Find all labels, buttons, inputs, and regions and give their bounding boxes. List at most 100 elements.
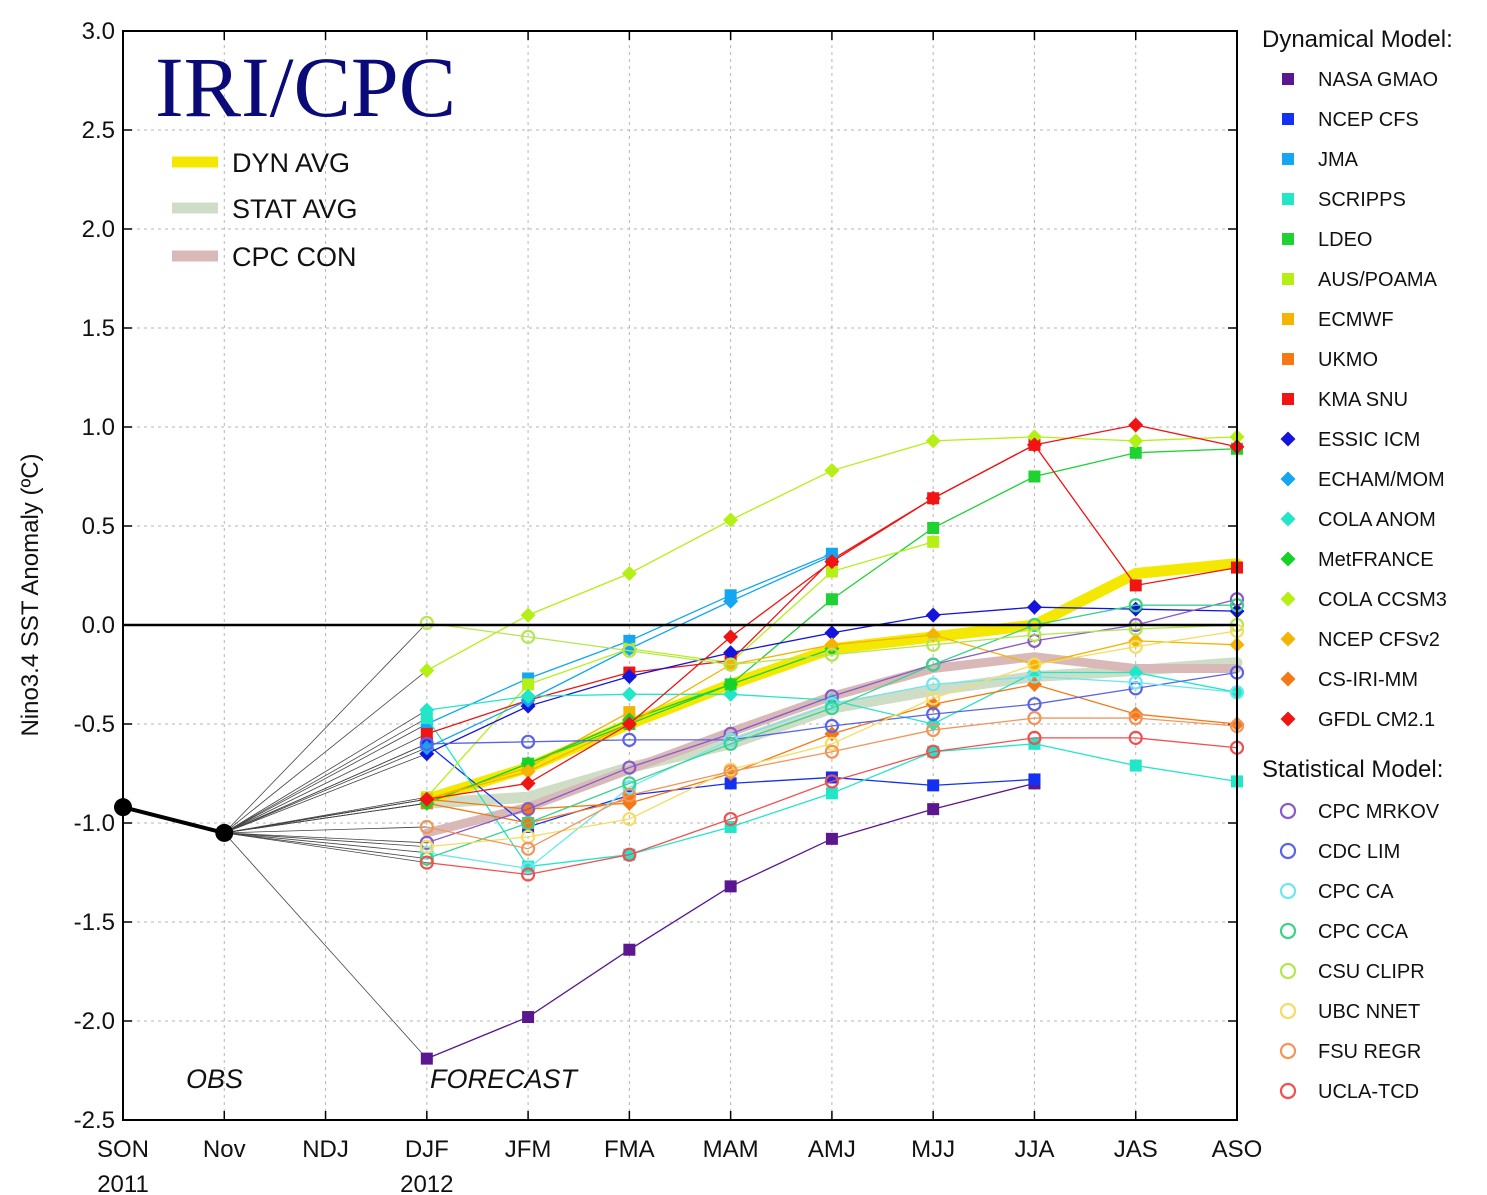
x-tick-label: JFM — [505, 1136, 552, 1163]
legend-label-cpc-cca: CPC CCA — [1318, 921, 1409, 943]
data-point-cola-ccsm3 — [925, 433, 941, 449]
data-point-nasa-gmao — [420, 1052, 433, 1065]
legend-marker-ukmo — [1282, 353, 1294, 365]
data-point-cpc-ca — [926, 677, 941, 692]
data-point-cdc-lim — [419, 736, 434, 751]
data-point-scripps — [420, 712, 433, 725]
data-point-cola-ccsm3 — [621, 566, 637, 582]
data-point-ncep-cfsv2 — [925, 627, 941, 643]
data-point-gfdl-cm2-1 — [520, 775, 536, 791]
legend-marker-jma — [1282, 153, 1294, 165]
legend-marker-cpc-mrkov — [1279, 802, 1297, 820]
x-tick-label: JJA — [1014, 1136, 1054, 1163]
annotation-obs: OBS — [186, 1064, 243, 1094]
legend-label-cpc-mrkov: CPC MRKOV — [1318, 801, 1440, 823]
data-point-cpc-mrkov — [419, 835, 434, 850]
data-point-cpc-cca — [1128, 598, 1143, 613]
y-tick-label: 2.0 — [82, 216, 115, 243]
data-point-ucla-tcd — [824, 774, 840, 789]
series-ldeo — [420, 442, 1243, 810]
legend-label-cs-iri-mm: CS-IRI-MM — [1318, 669, 1418, 691]
connector-essic-icm — [224, 753, 427, 834]
data-point-cpc-cca — [520, 815, 536, 831]
data-point-cpc-cca — [824, 701, 840, 716]
data-point-kma-snu — [420, 727, 433, 740]
x-tick-label: AMJ — [808, 1136, 856, 1163]
data-point-ubc-nnet — [419, 839, 434, 854]
connector-echam-mom — [224, 747, 427, 834]
y-axis: 3.0 2.5 2.0 1.5 1.0 0.5 0.0 -0.5 -1.0 -1.5 -2.0 -2.… — [74, 18, 1237, 1134]
data-point-echam-mom — [723, 593, 739, 609]
data-point-ncep-cfs — [1028, 773, 1041, 786]
data-point-ncep-cfsv2 — [824, 637, 840, 653]
legend-marker-kma-snu — [1282, 393, 1294, 405]
data-point-cola-ccsm3 — [419, 663, 435, 679]
data-point-ecmwf — [623, 706, 636, 719]
data-point-fsu-regr — [520, 841, 536, 856]
data-point-cdc-lim — [1027, 697, 1042, 712]
legend-marker-cola-ccsm3 — [1280, 591, 1296, 607]
y-tick-label: -2.5 — [74, 1107, 115, 1134]
data-point-nasa-gmao — [522, 1011, 535, 1024]
data-point-ldeo — [825, 593, 838, 606]
legend-marker-metfrance — [1280, 551, 1296, 567]
data-point-scripps — [1129, 759, 1142, 772]
data-point-cdc-lim — [926, 706, 941, 722]
legend-label-ncep-cfs: NCEP CFS — [1318, 109, 1419, 131]
connector-metfrance — [224, 802, 427, 834]
data-point-fsu-regr — [1027, 710, 1042, 726]
legend-header-statistical: Statistical Model: — [1262, 756, 1443, 783]
data-point-aus-poama — [825, 565, 838, 578]
connector-cdc-lim — [224, 743, 427, 834]
series-line-cpc-ca — [426, 675, 1238, 870]
data-point-nasa-gmao — [927, 803, 940, 816]
data-point-ucla-tcd — [1128, 730, 1143, 745]
data-point-cdc-lim — [520, 734, 536, 749]
data-point-csu-clipr — [622, 643, 637, 658]
y-tick-label: 1.5 — [82, 315, 115, 342]
legend-marker-cola-anom — [1280, 511, 1296, 527]
legend-marker-essic-icm — [1280, 431, 1296, 447]
data-point-metfrance — [723, 676, 739, 692]
legend-marker-cdc-lim — [1279, 842, 1297, 860]
data-point-essic-icm — [925, 607, 941, 623]
legend-label-kma-snu: KMA SNU — [1318, 389, 1408, 411]
legend-marker-echam-mom — [1280, 471, 1296, 487]
connector-lines — [223, 622, 428, 1059]
annotation-forecast: FORECAST — [430, 1064, 580, 1094]
connector-kma-snu — [224, 733, 427, 834]
series-gfdl-cm2-1 — [419, 417, 1245, 807]
legend-marker-ldeo — [1282, 233, 1294, 245]
legend-label-ubc-nnet: UBC NNET — [1318, 1001, 1420, 1023]
connector-ucla-tcd — [224, 832, 427, 863]
x-tick-label: Nov — [203, 1136, 246, 1163]
model-series — [419, 417, 1245, 1065]
data-point-csu-clipr — [723, 657, 738, 672]
data-point-gfdl-cm2-1 — [419, 791, 435, 807]
legend-marker-scripps — [1282, 193, 1294, 205]
legend-label-cpc-ca: CPC CA — [1318, 881, 1394, 903]
data-point-ucla-tcd — [520, 867, 536, 882]
connector-cola-anom — [224, 709, 428, 834]
data-point-cola-anom — [419, 702, 435, 718]
data-point-csu-clipr — [1128, 621, 1143, 637]
data-point-gfdl-cm2-1 — [1026, 437, 1042, 453]
legend-label-ncep-cfsv2: NCEP CFSv2 — [1318, 629, 1440, 651]
series-line-ucla-tcd — [426, 737, 1238, 876]
connector-cpc-ca — [224, 832, 427, 854]
data-point-cola-ccsm3 — [824, 463, 840, 479]
data-point-nasa-gmao — [724, 880, 737, 893]
data-point-nasa-gmao — [623, 943, 636, 956]
connector-nasa-gmao — [223, 832, 428, 1059]
y-tick-label: -1.0 — [74, 810, 115, 837]
series-line-cpc-mrkov — [426, 598, 1238, 844]
data-point-fsu-regr — [622, 788, 637, 803]
data-point-essic-icm — [824, 625, 840, 641]
series-line-aus-poama — [426, 541, 934, 798]
x-axis: SON Nov NDJ DJF JFM FMA MAM AMJ MJJ JJA JAS ASO 2011… — [97, 31, 1262, 1195]
y-tick-label: -0.5 — [74, 711, 115, 738]
legend-marker-cpc-ca — [1279, 882, 1297, 900]
connector-cpc-cca — [224, 832, 427, 860]
data-point-cpc-ca — [1128, 675, 1143, 690]
